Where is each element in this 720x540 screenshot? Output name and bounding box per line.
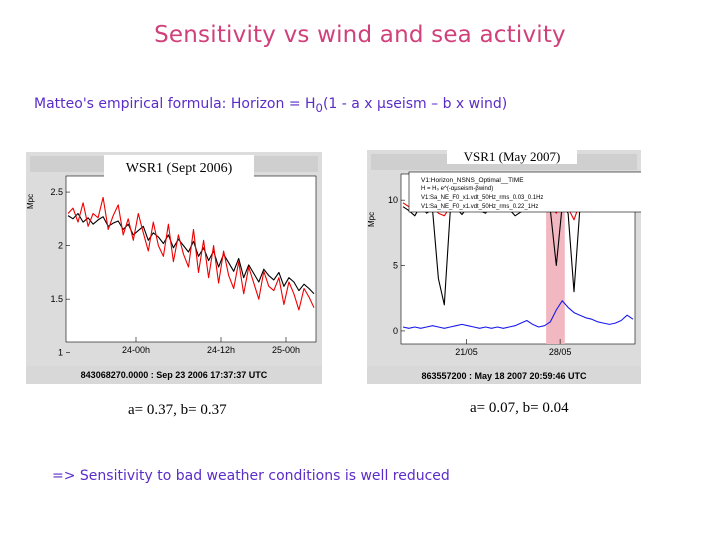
- series-line-3: [402, 300, 634, 329]
- formula-text: Matteo's empirical formula: Horizon = H0…: [34, 96, 507, 115]
- y-tick-label: 0: [393, 326, 398, 336]
- caption-right: a= 0.07, b= 0.04: [470, 400, 569, 416]
- footer-band: [367, 366, 641, 384]
- x-tick-label: 24-12h: [207, 345, 235, 355]
- legend-box: V1:Horizon_NSNS_Optimal__TIME H = H₀ e^(…: [408, 171, 641, 213]
- y-tick-label: 1: [58, 348, 63, 358]
- y-axis-label: Mpc: [26, 194, 35, 209]
- panel-title: WSR1 (Sept 2006): [126, 161, 233, 176]
- legend-entry-3: V1:Sa_NE_F0_x1.vdt_50Hz_rms_0.22_1Hz: [421, 204, 538, 210]
- footer-timestamp: 863557200 : May 18 2007 20:59:46 UTC: [421, 371, 587, 381]
- x-tick-label: 21/05: [455, 347, 478, 357]
- formula-subscript: 0: [315, 100, 323, 115]
- y-tick-label: 2.5: [50, 187, 63, 197]
- slide-title: Sensitivity vs wind and sea activity: [154, 22, 566, 48]
- chart-vsr1: 10 5 0 21/05 28/05 V1:Horizon_NSNS_Optimal__…: [367, 150, 641, 384]
- formula-prefix: Matteo's empirical formula: Horizon = H: [34, 96, 316, 112]
- panel-title-box: [104, 155, 254, 177]
- footer-band: [26, 366, 322, 384]
- formula-suffix: (1 - a x µseism – b x wind): [322, 96, 508, 112]
- y-tick-label: 10: [388, 195, 398, 205]
- legend-entry-2: V1:Sa_NE_F0_x1.vdt_50Hz_rms_0.03_0.1Hz: [421, 195, 543, 201]
- conclusion-text: => Sensitivity to bad weather conditions…: [52, 468, 450, 484]
- legend-formula: H = H₀ e^(-αµseism-βwind): [421, 186, 493, 192]
- y-tick-label: 2: [58, 241, 63, 251]
- x-tick-label: 28/05: [549, 347, 572, 357]
- y-axis-label: Mpc: [367, 212, 376, 227]
- legend-frame: [408, 171, 641, 213]
- x-tick-label: 25-00h: [272, 345, 300, 355]
- y-tick-label: 1.5: [50, 294, 63, 304]
- legend-entry-1: V1:Horizon_NSNS_Optimal__TIME: [421, 177, 524, 184]
- y-tick-label: 5: [393, 261, 398, 271]
- chart-wsr1: 2.5 2 1.5 1 24-00h 24-12h 25-00h Mpc 843068270…: [26, 152, 322, 384]
- caption-left: a= 0.37, b= 0.37: [128, 402, 227, 418]
- panel-title-box: [447, 150, 577, 164]
- series-line-2: [67, 196, 315, 311]
- x-tick-label: 24-00h: [122, 345, 150, 355]
- footer-timestamp: 843068270.0000 : Sep 23 2006 17:37:37 UT…: [81, 370, 268, 380]
- panel-title: VSR1 (May 2007): [464, 150, 561, 164]
- plot-area: [65, 175, 317, 343]
